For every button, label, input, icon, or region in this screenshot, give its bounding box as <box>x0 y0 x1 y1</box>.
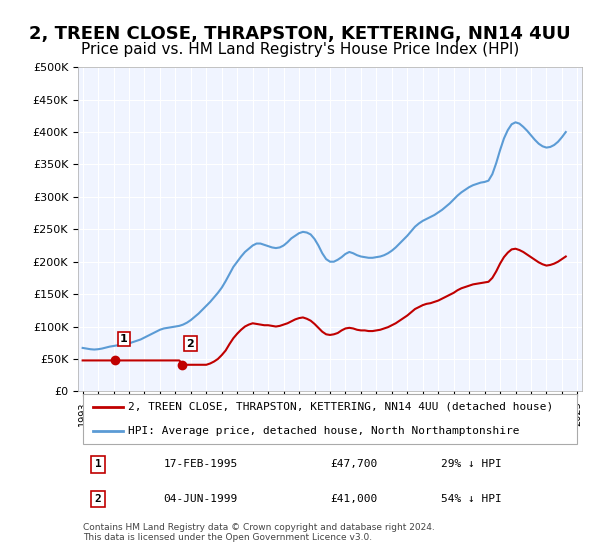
Text: 1: 1 <box>120 334 128 344</box>
Text: 17-FEB-1995: 17-FEB-1995 <box>164 459 238 469</box>
Text: Price paid vs. HM Land Registry's House Price Index (HPI): Price paid vs. HM Land Registry's House … <box>81 42 519 57</box>
Text: £41,000: £41,000 <box>330 494 377 504</box>
Text: HPI: Average price, detached house, North Northamptonshire: HPI: Average price, detached house, Nort… <box>128 426 520 436</box>
Text: 1: 1 <box>95 459 101 469</box>
Text: 04-JUN-1999: 04-JUN-1999 <box>164 494 238 504</box>
Text: 2: 2 <box>95 494 101 504</box>
Text: 2: 2 <box>187 339 194 349</box>
Text: 2, TREEN CLOSE, THRAPSTON, KETTERING, NN14 4UU (detached house): 2, TREEN CLOSE, THRAPSTON, KETTERING, NN… <box>128 402 554 412</box>
FancyBboxPatch shape <box>83 394 577 444</box>
Text: £47,700: £47,700 <box>330 459 377 469</box>
Text: 29% ↓ HPI: 29% ↓ HPI <box>441 459 502 469</box>
Text: 2, TREEN CLOSE, THRAPSTON, KETTERING, NN14 4UU: 2, TREEN CLOSE, THRAPSTON, KETTERING, NN… <box>29 25 571 43</box>
Text: 54% ↓ HPI: 54% ↓ HPI <box>441 494 502 504</box>
Text: Contains HM Land Registry data © Crown copyright and database right 2024.
This d: Contains HM Land Registry data © Crown c… <box>83 523 435 542</box>
